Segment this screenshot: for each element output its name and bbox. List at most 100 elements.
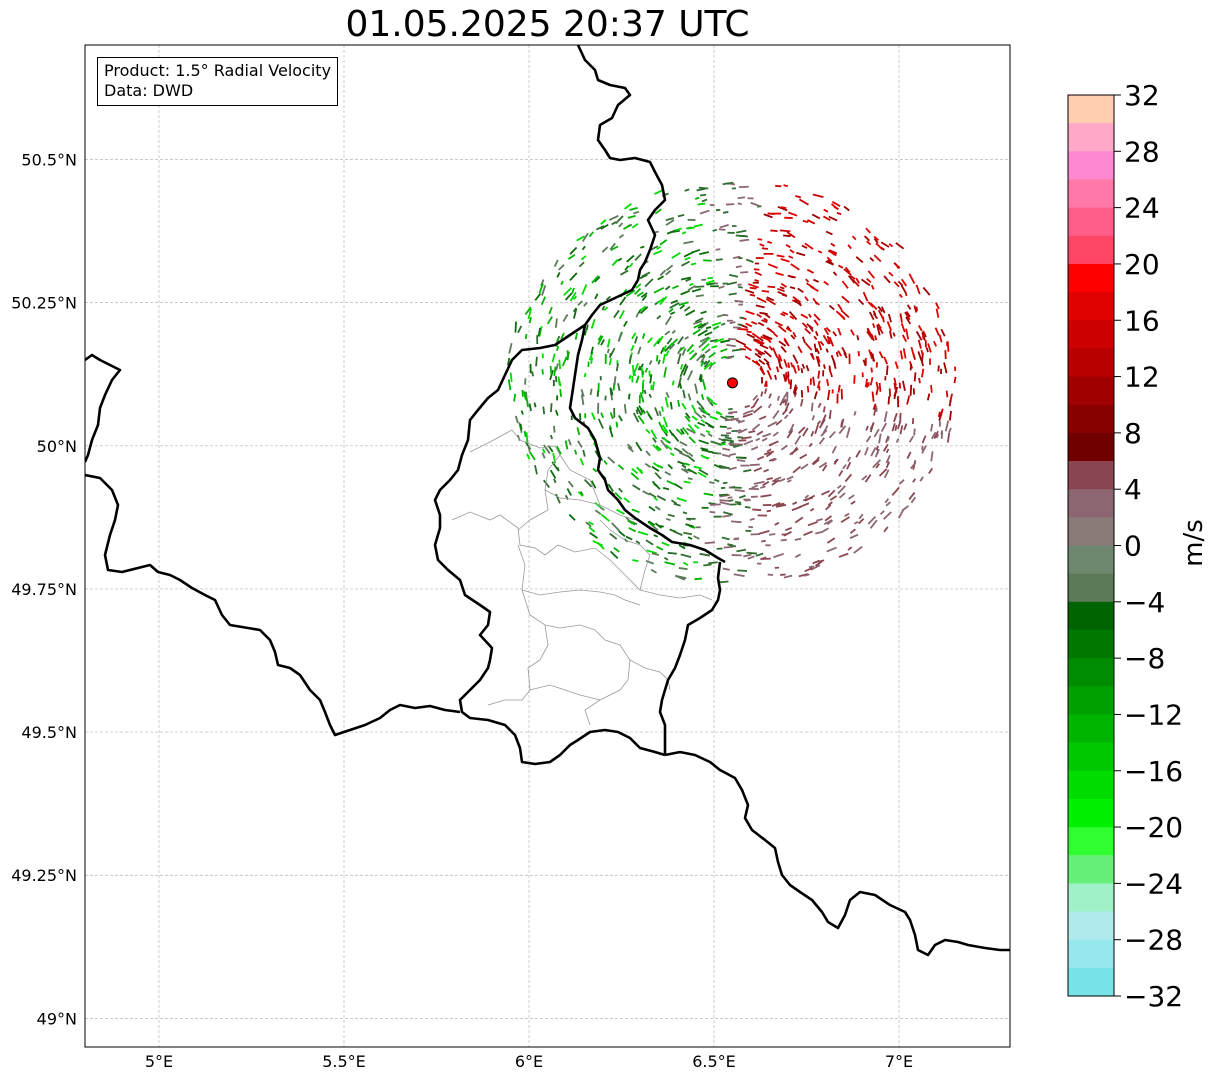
velocity-echo: [753, 480, 765, 485]
velocity-echo: [690, 262, 697, 266]
velocity-echo: [858, 513, 864, 520]
velocity-echo: [729, 503, 737, 506]
velocity-echo: [784, 216, 793, 219]
velocity-echo: [700, 310, 707, 315]
velocity-echo: [853, 545, 863, 554]
velocity-echo: [736, 229, 747, 234]
velocity-echo: [801, 336, 806, 344]
velocity-echo: [775, 366, 780, 373]
velocity-echo: [640, 292, 648, 298]
velocity-echo: [636, 466, 644, 475]
velocity-echo: [656, 545, 664, 551]
velocity-echo: [810, 564, 821, 571]
velocity-echo: [778, 340, 787, 347]
velocity-echo: [887, 396, 891, 405]
velocity-echo: [603, 460, 608, 465]
velocity-echo: [666, 229, 676, 235]
velocity-echo: [529, 363, 532, 374]
velocity-echo: [691, 288, 702, 293]
velocity-echo: [693, 535, 700, 540]
velocity-echo: [752, 281, 759, 284]
velocity-echo: [865, 425, 869, 431]
velocity-echo: [583, 479, 593, 488]
velocity-echo: [919, 476, 924, 482]
velocity-echo: [823, 364, 826, 369]
velocity-echo: [788, 311, 798, 321]
velocity-echo: [731, 486, 742, 489]
velocity-echo: [870, 333, 875, 342]
velocity-echo: [895, 242, 905, 250]
velocity-echo: [781, 391, 789, 402]
velocity-echo: [694, 317, 704, 323]
velocity-echo: [787, 371, 790, 378]
velocity-echo: [631, 508, 640, 514]
velocity-echo: [880, 306, 886, 314]
velocity-echo: [706, 397, 711, 403]
velocity-echo: [708, 363, 713, 370]
velocity-echo: [626, 254, 635, 263]
velocity-echo: [749, 517, 755, 521]
velocity-echo: [710, 440, 722, 446]
velocity-echo: [606, 348, 610, 354]
velocity-echo: [774, 374, 778, 380]
velocity-echo: [635, 409, 639, 415]
lat-tick-label: 50.5°N: [21, 151, 77, 170]
velocity-echo: [767, 240, 773, 244]
velocity-echo: [812, 376, 816, 386]
velocity-echo: [788, 255, 794, 259]
velocity-echo: [875, 362, 878, 368]
velocity-echo: [679, 382, 683, 389]
velocity-echo: [600, 506, 605, 511]
colorbar-segment: [1068, 123, 1114, 152]
velocity-echo: [724, 436, 732, 440]
velocity-echo: [748, 487, 759, 490]
velocity-echo: [870, 367, 874, 373]
velocity-echo: [594, 293, 599, 300]
velocity-echo: [713, 416, 719, 421]
velocity-echo: [694, 424, 700, 430]
velocity-echo: [636, 406, 643, 416]
velocity-echo: [851, 235, 857, 241]
velocity-echo: [815, 355, 821, 367]
velocity-echo: [727, 496, 733, 499]
velocity-echo: [703, 259, 712, 262]
velocity-echo: [641, 370, 645, 376]
velocity-echo: [642, 409, 646, 414]
velocity-echo: [665, 391, 670, 398]
lat-tick-label: 49.25°N: [11, 866, 77, 885]
velocity-echo: [758, 529, 770, 535]
velocity-echo: [825, 504, 832, 511]
velocity-echo: [618, 233, 625, 239]
velocity-echo: [804, 342, 813, 351]
velocity-echo: [794, 553, 802, 558]
velocity-echo: [708, 450, 713, 453]
velocity-echo: [771, 501, 781, 507]
velocity-echo: [838, 469, 844, 477]
velocity-echo: [554, 375, 558, 383]
velocity-echo: [524, 306, 532, 316]
velocity-echo: [747, 555, 755, 560]
velocity-echo: [686, 343, 695, 353]
velocity-echo: [609, 550, 619, 560]
velocity-echo: [759, 311, 768, 315]
velocity-echo: [757, 238, 763, 241]
velocity-echo: [806, 282, 815, 289]
velocity-echo: [737, 196, 746, 200]
velocity-echo: [661, 424, 669, 434]
velocity-echo: [703, 492, 714, 497]
velocity-echo: [880, 241, 890, 248]
velocity-echo: [657, 359, 661, 365]
velocity-echo: [848, 494, 855, 500]
velocity-echo: [891, 486, 900, 496]
velocity-echo: [568, 513, 576, 521]
velocity-echo: [667, 463, 674, 470]
velocity-echo: [653, 534, 659, 538]
velocity-echo: [819, 340, 825, 346]
velocity-echo: [768, 393, 772, 399]
velocity-echo: [569, 246, 578, 255]
velocity-echo: [818, 437, 826, 445]
velocity-echo: [735, 429, 742, 433]
velocity-echo: [678, 567, 688, 571]
velocity-echo: [534, 465, 538, 475]
velocity-echo: [773, 332, 779, 338]
